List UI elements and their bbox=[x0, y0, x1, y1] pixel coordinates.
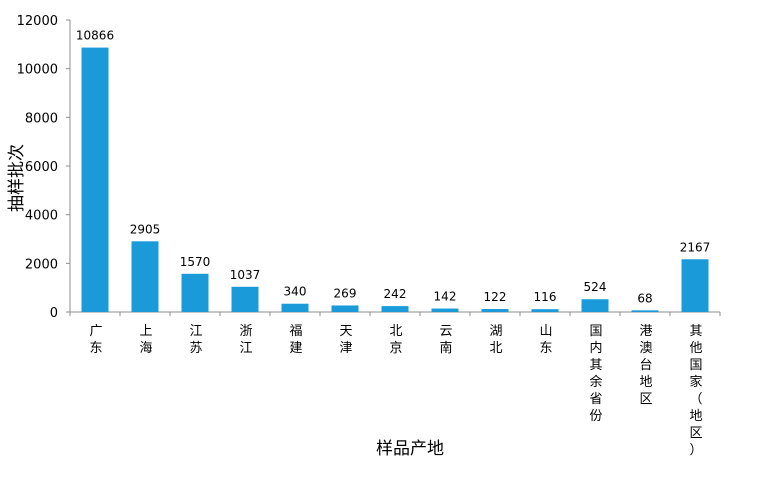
data-label: 122 bbox=[484, 290, 507, 304]
bar bbox=[581, 299, 609, 312]
data-label: 269 bbox=[334, 286, 357, 300]
data-label: 1037 bbox=[230, 268, 261, 282]
data-label: 1570 bbox=[180, 255, 211, 269]
bar bbox=[381, 306, 409, 312]
x-axis-title: 样品产地 bbox=[376, 439, 444, 459]
data-label: 116 bbox=[534, 290, 557, 304]
bar bbox=[531, 309, 559, 312]
y-tick-label: 0 bbox=[50, 306, 58, 321]
x-tick-label: 福建 bbox=[289, 324, 302, 356]
data-label: 524 bbox=[584, 280, 607, 294]
x-tick-label: 其他国家（地区） bbox=[689, 324, 702, 458]
x-tick-label: 港澳台地区 bbox=[639, 324, 652, 407]
data-label: 68 bbox=[637, 291, 652, 305]
y-axis-title: 抽样批次 bbox=[7, 144, 27, 212]
x-tick-label: 山东 bbox=[539, 324, 552, 356]
x-tick-label: 浙江 bbox=[239, 324, 252, 356]
bar bbox=[481, 309, 509, 312]
data-label: 10866 bbox=[76, 29, 114, 43]
data-label: 2167 bbox=[680, 240, 711, 254]
bar bbox=[131, 241, 159, 312]
y-tick-label: 4000 bbox=[25, 209, 58, 224]
bar bbox=[231, 286, 259, 312]
bar bbox=[681, 259, 709, 312]
x-tick-label: 国内其余省份 bbox=[589, 324, 602, 424]
x-tick-label: 北京 bbox=[389, 324, 402, 356]
x-tick-label: 江苏 bbox=[189, 324, 202, 356]
data-label: 2905 bbox=[130, 222, 161, 236]
bar bbox=[431, 308, 459, 312]
x-tick-label: 云南 bbox=[439, 324, 452, 356]
bar bbox=[281, 303, 309, 312]
x-tick-label: 上海 bbox=[139, 324, 152, 356]
y-tick-label: 6000 bbox=[25, 160, 58, 175]
x-tick-label: 天津 bbox=[339, 324, 352, 356]
bar bbox=[631, 310, 659, 312]
data-label: 340 bbox=[284, 285, 307, 299]
bar bbox=[181, 273, 209, 312]
y-tick-label: 10000 bbox=[17, 63, 58, 78]
data-label: 242 bbox=[384, 287, 407, 301]
data-label: 142 bbox=[434, 290, 457, 304]
x-tick-label: 广东 bbox=[89, 324, 102, 356]
y-tick-label: 2000 bbox=[25, 257, 58, 272]
y-tick-label: 8000 bbox=[25, 111, 58, 126]
y-tick-label: 12000 bbox=[17, 14, 58, 29]
x-tick-label: 湖北 bbox=[489, 324, 502, 356]
bar bbox=[331, 305, 359, 312]
bar bbox=[81, 47, 109, 313]
